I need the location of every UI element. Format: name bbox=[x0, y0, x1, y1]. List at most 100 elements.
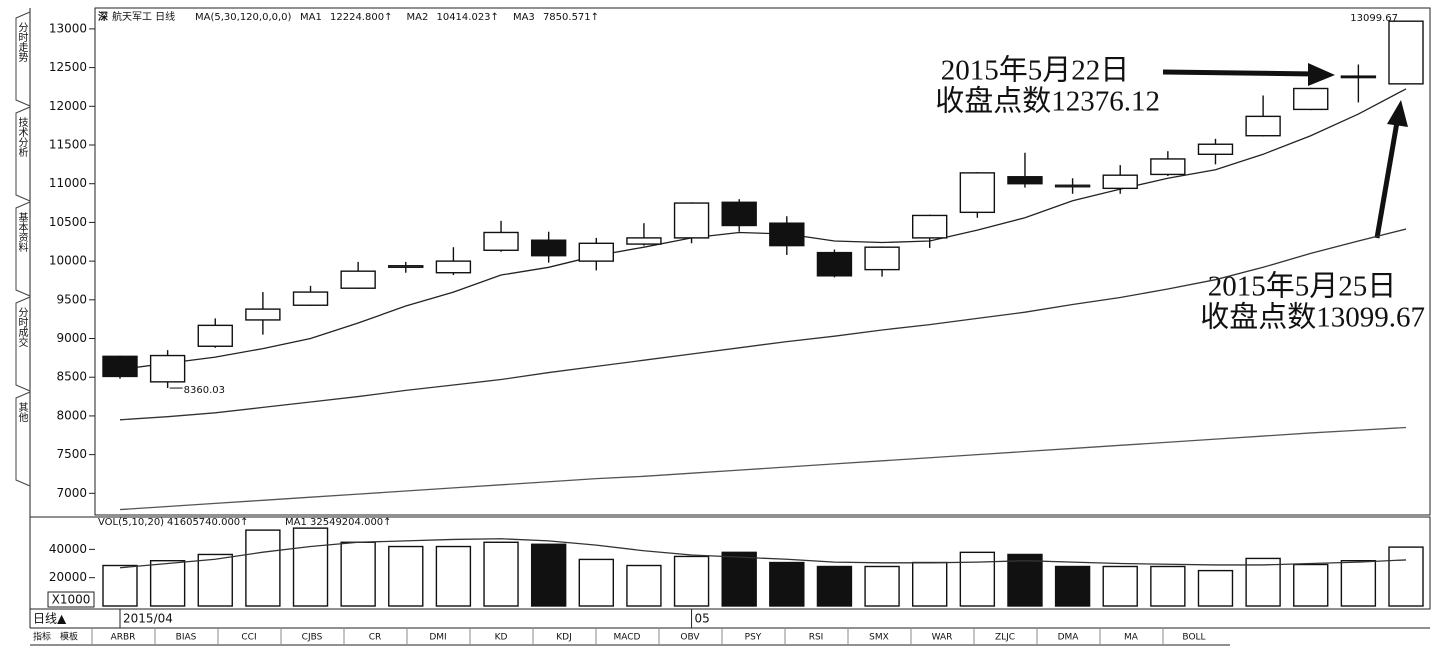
indicator-tab[interactable]: PSY bbox=[745, 633, 762, 643]
callout-close: 收盘点数12376.12 bbox=[935, 85, 1160, 118]
y-tick-label: 20000 bbox=[49, 570, 87, 584]
sidebar-tab-label[interactable]: 基本资料 bbox=[16, 211, 28, 253]
sidebar-tab-label[interactable]: 其他 bbox=[16, 402, 28, 423]
sidebar-tab-label[interactable]: 技术分析 bbox=[16, 116, 28, 158]
sidebar-tab-label[interactable]: 分时成交 bbox=[16, 307, 28, 348]
ma-line bbox=[119, 538, 1407, 569]
volume-bar bbox=[864, 565, 900, 607]
ma-line bbox=[119, 228, 1407, 421]
candle-body bbox=[483, 231, 519, 251]
candle-body bbox=[435, 260, 472, 274]
y-tick-label: 13000 bbox=[49, 21, 87, 35]
volume-bar bbox=[1245, 557, 1281, 607]
candle-body bbox=[1388, 20, 1424, 85]
unit-box bbox=[47, 591, 95, 608]
ma-name: MA2 bbox=[406, 12, 428, 23]
sidebar-tab[interactable] bbox=[15, 201, 31, 297]
candle-body bbox=[1340, 75, 1377, 79]
candle-body bbox=[292, 291, 329, 306]
tab-left[interactable]: 模板 bbox=[60, 631, 78, 643]
indicator-tab[interactable]: CR bbox=[369, 633, 382, 643]
y-tick-label: 12500 bbox=[49, 60, 87, 74]
ma-line bbox=[119, 88, 1407, 371]
vol-ma-value: 32549204.000↑ bbox=[310, 517, 392, 528]
indicator-tab[interactable]: WAR bbox=[932, 633, 953, 643]
ma-value: 12224.800↑ bbox=[330, 12, 392, 23]
volume-bar bbox=[1388, 546, 1424, 607]
candle-body bbox=[149, 354, 186, 383]
volume-bar bbox=[1340, 559, 1377, 607]
y-tick-label: 7500 bbox=[56, 447, 87, 461]
volume-bar bbox=[340, 541, 376, 607]
candle-body bbox=[959, 172, 996, 214]
volume-bar bbox=[530, 543, 567, 607]
volume-bar bbox=[197, 553, 233, 607]
callout-date: 2015年5月25日 bbox=[1208, 270, 1397, 303]
callout-arrowhead bbox=[1308, 63, 1335, 86]
candle-body bbox=[388, 265, 424, 268]
candle-body bbox=[340, 270, 376, 289]
candle-body bbox=[864, 246, 900, 271]
volume-bar bbox=[769, 561, 805, 607]
indicator-tab[interactable]: CJBS bbox=[302, 633, 323, 643]
candle-body bbox=[1197, 143, 1234, 155]
candle-body bbox=[673, 202, 710, 239]
indicator-tab[interactable]: OBV bbox=[680, 633, 700, 643]
indicator-tab[interactable]: KD bbox=[495, 633, 508, 643]
indicator-tab[interactable]: BIAS bbox=[176, 633, 197, 643]
tab-left[interactable]: 指标 bbox=[33, 631, 51, 643]
volume-bar bbox=[912, 561, 948, 607]
candle-body bbox=[245, 308, 281, 321]
indicator-tab[interactable]: DMA bbox=[1058, 633, 1080, 643]
indicator-tab[interactable]: MA bbox=[1124, 633, 1139, 643]
candle-body bbox=[626, 237, 662, 245]
indicator-tab[interactable]: KDJ bbox=[556, 633, 572, 643]
ma-indicator: MA(5,30,120,0,0,0) bbox=[195, 12, 292, 23]
volume-bar bbox=[959, 551, 996, 607]
vol-ma-name: MA1 bbox=[285, 517, 307, 528]
callout-date: 2015年5月22日 bbox=[941, 54, 1130, 87]
indicator-tab[interactable]: ZLJC bbox=[995, 633, 1015, 643]
y-tick-label: 9000 bbox=[56, 331, 87, 345]
y-tick-label: 10000 bbox=[49, 254, 87, 268]
indicator-tab[interactable]: ARBR bbox=[111, 633, 136, 643]
indicator-tab[interactable]: CCI bbox=[241, 633, 256, 643]
candle-body bbox=[1054, 184, 1091, 188]
candle-body bbox=[578, 242, 614, 262]
candle-body bbox=[816, 251, 853, 277]
indicator-tab[interactable]: BOLL bbox=[1182, 633, 1205, 643]
volume-bar bbox=[435, 545, 472, 607]
sidebar-tab[interactable] bbox=[15, 391, 31, 487]
callout-arrow bbox=[1374, 121, 1400, 239]
candle-body bbox=[769, 222, 805, 247]
candle-body bbox=[721, 201, 757, 227]
ma-value: 7850.571↑ bbox=[543, 12, 599, 23]
volume-panel bbox=[29, 516, 1431, 610]
stock-title: 航天军工 日线 bbox=[112, 10, 175, 23]
sidebar-tab-label[interactable]: 分时走势 bbox=[16, 22, 28, 63]
y-tick-label: 7000 bbox=[56, 486, 87, 500]
indicator-tab[interactable]: MACD bbox=[614, 633, 641, 643]
sidebar-tab[interactable] bbox=[15, 106, 31, 202]
volume-bar bbox=[388, 545, 424, 607]
candle-body bbox=[1102, 174, 1138, 190]
volume-bar bbox=[292, 527, 329, 607]
y-tick-label: 12000 bbox=[49, 99, 87, 113]
candle-body bbox=[197, 324, 233, 347]
y-tick-label: 40000 bbox=[49, 542, 87, 556]
indicator-tab[interactable]: SMX bbox=[869, 633, 889, 643]
volume-bar bbox=[626, 564, 662, 607]
indicator-tab[interactable]: DMI bbox=[429, 633, 446, 643]
candle-body bbox=[102, 355, 138, 378]
callout-arrow bbox=[1162, 69, 1316, 77]
volume-bar bbox=[1293, 563, 1329, 607]
candle-body bbox=[1007, 176, 1043, 185]
indicator-tab[interactable]: RSI bbox=[809, 633, 824, 643]
candle-body bbox=[1245, 115, 1281, 137]
volume-bar bbox=[1007, 553, 1043, 607]
volume-bar bbox=[149, 559, 186, 607]
sidebar-tab[interactable] bbox=[15, 296, 31, 392]
sidebar-tab[interactable] bbox=[15, 11, 31, 107]
